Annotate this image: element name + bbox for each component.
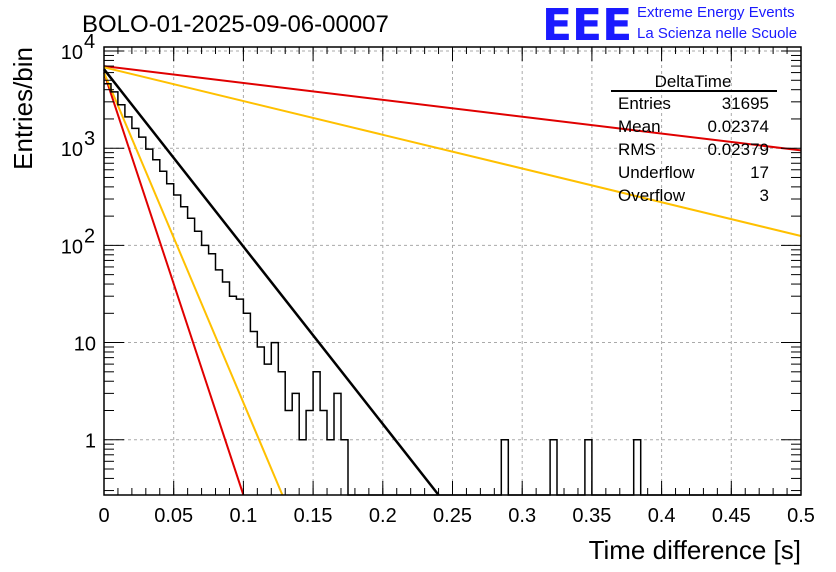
stats-value-entries: 31695 xyxy=(722,94,769,113)
stats-label-entries: Entries xyxy=(618,94,671,113)
x-tick-label: 0 xyxy=(98,505,109,527)
x-tick-label: 0.45 xyxy=(712,505,751,527)
stats-value-rms: 0.02379 xyxy=(708,140,769,159)
curve-yellow-slow xyxy=(103,66,802,237)
x-tick-label: 0.15 xyxy=(294,505,333,527)
y-tick-exponent: 2 xyxy=(84,225,95,247)
y-tick-label: 1 xyxy=(85,431,96,453)
axis-ticks: 0 0.05 0.1 0.15 0.2 0.25 0.3 0.35 0.4 0.45 0.5 1 10 1… xyxy=(61,31,815,527)
x-tick-label: 0.25 xyxy=(433,505,472,527)
y-axis-title: Entries/bin xyxy=(8,47,38,170)
y-tick-exponent: 3 xyxy=(84,128,95,150)
x-tick-label: 0.35 xyxy=(572,505,611,527)
grid xyxy=(104,47,801,495)
x-axis-title: Time difference [s] xyxy=(589,535,801,565)
logo-line-2: La Scienza nelle Scuole xyxy=(637,25,797,42)
stats-label-overflow: Overflow xyxy=(618,186,686,205)
stats-box: DeltaTime Entries 31695 Mean 0.02374 RMS… xyxy=(611,72,777,205)
stats-label-rms: RMS xyxy=(618,140,656,159)
curve-fit xyxy=(103,68,440,496)
x-tick-label: 0.5 xyxy=(787,505,815,527)
stats-value-overflow: 3 xyxy=(760,186,769,205)
y-tick-exponent: 4 xyxy=(84,31,95,53)
stats-label-underflow: Underflow xyxy=(618,163,695,182)
curve-yellow-fast xyxy=(103,72,284,496)
y-tick-label: 10 xyxy=(61,236,83,258)
curves xyxy=(103,65,802,496)
logo-mark: EEE xyxy=(542,0,632,51)
y-tick-label: 10 xyxy=(61,42,83,64)
curve-red-fast xyxy=(103,72,245,496)
curve-red-slow xyxy=(103,65,802,152)
x-tick-label: 0.2 xyxy=(369,505,397,527)
stats-title: DeltaTime xyxy=(655,72,732,91)
stats-label-mean: Mean xyxy=(618,117,661,136)
eee-logo: EEE Extreme Energy Events La Scienza nel… xyxy=(542,0,797,51)
logo-line-1: Extreme Energy Events xyxy=(637,4,795,21)
stats-value-underflow: 17 xyxy=(750,163,769,182)
chart-title: BOLO-01-2025-09-06-00007 xyxy=(82,11,389,38)
stats-value-mean: 0.02374 xyxy=(708,117,769,136)
y-tick-label: 10 xyxy=(61,139,83,161)
x-tick-label: 0.05 xyxy=(154,505,193,527)
x-tick-label: 0.1 xyxy=(229,505,257,527)
y-tick-label: 10 xyxy=(74,334,96,356)
x-tick-label: 0.4 xyxy=(648,505,676,527)
x-tick-label: 0.3 xyxy=(508,505,536,527)
